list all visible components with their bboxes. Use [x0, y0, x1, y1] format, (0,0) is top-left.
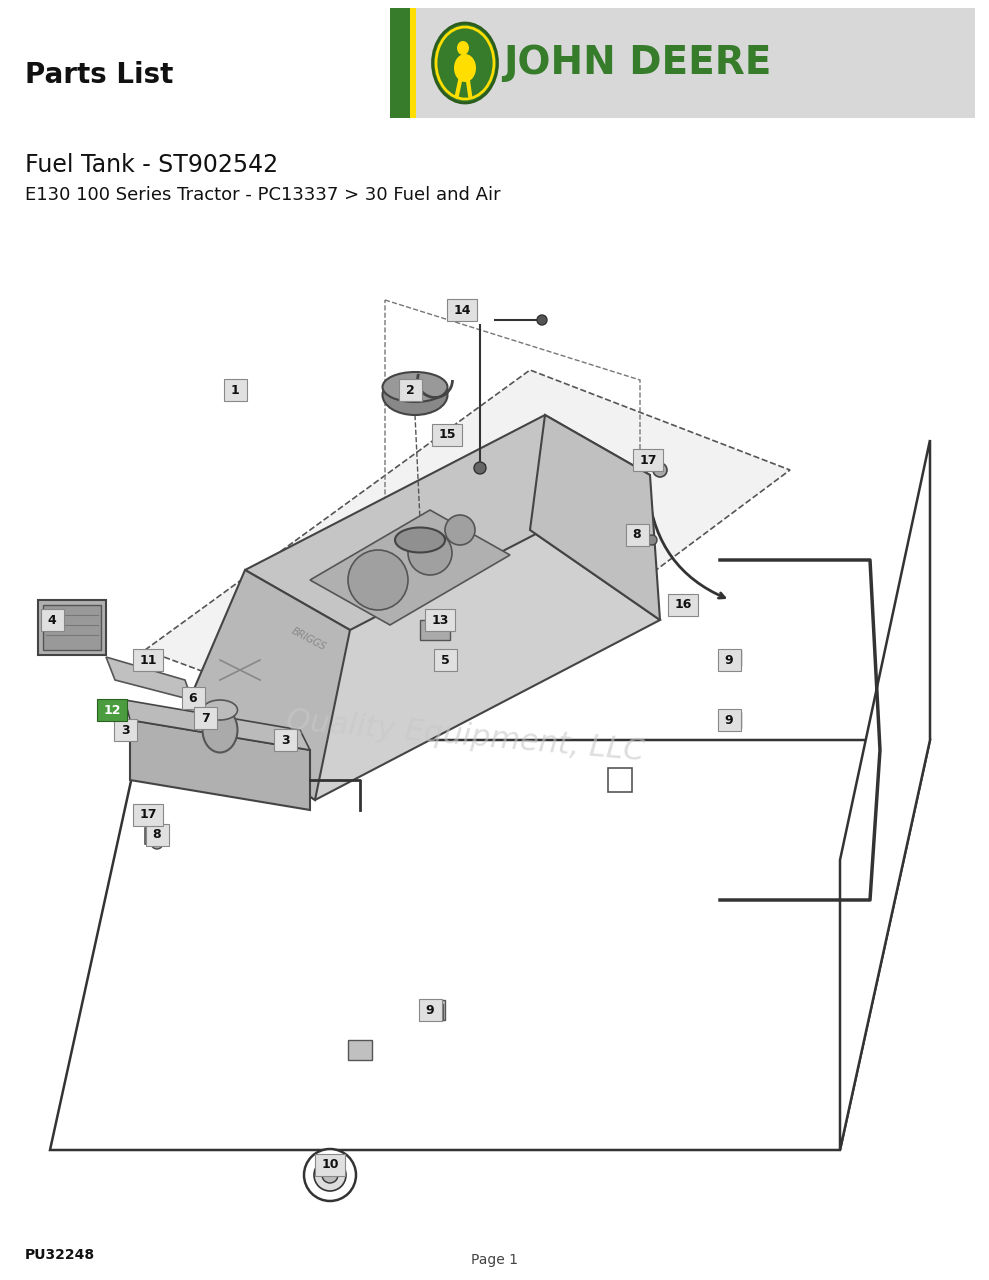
Polygon shape: [530, 415, 660, 620]
Text: 9: 9: [725, 713, 733, 727]
Text: Parts List: Parts List: [25, 61, 173, 90]
Ellipse shape: [457, 41, 469, 55]
Bar: [721, 650, 741, 666]
Bar: [43, 605, 101, 650]
Polygon shape: [840, 440, 930, 1149]
FancyBboxPatch shape: [625, 524, 649, 547]
Bar: [410, 8, 416, 118]
FancyBboxPatch shape: [399, 379, 421, 401]
Circle shape: [647, 535, 657, 545]
FancyBboxPatch shape: [432, 424, 462, 445]
Text: 9: 9: [725, 654, 733, 667]
Circle shape: [348, 550, 408, 611]
Circle shape: [474, 462, 486, 474]
Text: BRIGGS: BRIGGS: [290, 626, 328, 652]
FancyBboxPatch shape: [133, 649, 163, 671]
Text: Page 1: Page 1: [471, 1253, 518, 1267]
Polygon shape: [185, 530, 660, 800]
Text: 9: 9: [425, 1004, 434, 1016]
Polygon shape: [310, 509, 510, 625]
Circle shape: [304, 1149, 356, 1201]
FancyBboxPatch shape: [97, 699, 127, 721]
Bar: [423, 1004, 443, 1020]
Polygon shape: [106, 657, 192, 700]
Circle shape: [314, 1158, 346, 1190]
Text: E130 100 Series Tractor - PC13337 > 30 Fuel and Air: E130 100 Series Tractor - PC13337 > 30 F…: [25, 186, 500, 204]
FancyBboxPatch shape: [315, 1155, 345, 1176]
Text: 17: 17: [639, 453, 657, 466]
Text: PU32248: PU32248: [25, 1248, 95, 1262]
Text: Quality Equipment, LLC: Quality Equipment, LLC: [285, 705, 645, 767]
FancyBboxPatch shape: [274, 730, 297, 751]
FancyBboxPatch shape: [182, 687, 205, 709]
Text: 1: 1: [230, 384, 239, 397]
Polygon shape: [130, 719, 310, 810]
Text: 2: 2: [405, 384, 414, 397]
FancyBboxPatch shape: [41, 609, 63, 631]
Text: 5: 5: [441, 654, 449, 667]
Polygon shape: [50, 740, 930, 1149]
FancyBboxPatch shape: [717, 649, 741, 671]
Text: JOHN DEERE: JOHN DEERE: [503, 44, 771, 82]
Bar: [390, 8, 410, 118]
FancyBboxPatch shape: [224, 379, 246, 401]
FancyBboxPatch shape: [133, 804, 163, 826]
FancyBboxPatch shape: [425, 609, 455, 631]
Text: 3: 3: [121, 723, 130, 736]
Bar: [38, 600, 106, 655]
Text: 10: 10: [321, 1158, 339, 1171]
Text: 8: 8: [633, 529, 641, 541]
Ellipse shape: [203, 700, 237, 719]
FancyBboxPatch shape: [447, 300, 477, 321]
Text: 17: 17: [139, 809, 156, 822]
Polygon shape: [125, 700, 310, 750]
Ellipse shape: [203, 708, 237, 753]
Ellipse shape: [383, 375, 447, 415]
Bar: [421, 1000, 445, 1020]
FancyBboxPatch shape: [633, 449, 663, 471]
Text: 13: 13: [431, 613, 449, 626]
Circle shape: [537, 315, 547, 325]
Bar: [608, 768, 632, 792]
Circle shape: [653, 463, 667, 477]
Text: 11: 11: [139, 654, 156, 667]
Circle shape: [445, 515, 475, 545]
Circle shape: [408, 531, 452, 575]
Ellipse shape: [383, 372, 447, 402]
Circle shape: [185, 692, 201, 708]
Ellipse shape: [454, 54, 476, 82]
Bar: [145, 828, 169, 844]
Text: 12: 12: [103, 704, 121, 717]
Text: 16: 16: [674, 599, 691, 612]
FancyBboxPatch shape: [114, 719, 136, 741]
Text: 3: 3: [281, 733, 290, 746]
Ellipse shape: [395, 527, 445, 553]
FancyBboxPatch shape: [418, 998, 441, 1021]
FancyBboxPatch shape: [145, 824, 168, 846]
Text: 4: 4: [47, 613, 56, 626]
Text: 14: 14: [453, 303, 471, 316]
Text: Fuel Tank - ST902542: Fuel Tank - ST902542: [25, 154, 278, 177]
FancyBboxPatch shape: [717, 709, 741, 731]
Text: 7: 7: [201, 712, 210, 724]
FancyBboxPatch shape: [433, 649, 457, 671]
Polygon shape: [185, 570, 350, 800]
FancyBboxPatch shape: [668, 594, 698, 616]
Text: 15: 15: [438, 429, 456, 442]
Ellipse shape: [432, 23, 497, 102]
Bar: [420, 620, 450, 640]
Polygon shape: [245, 415, 650, 630]
Bar: [348, 1039, 372, 1060]
Circle shape: [151, 837, 163, 849]
Bar: [721, 712, 741, 728]
Text: 6: 6: [189, 691, 198, 704]
Circle shape: [322, 1167, 338, 1183]
Text: 8: 8: [152, 828, 161, 841]
Polygon shape: [145, 370, 790, 750]
Bar: [390, 8, 975, 118]
FancyBboxPatch shape: [194, 707, 217, 730]
